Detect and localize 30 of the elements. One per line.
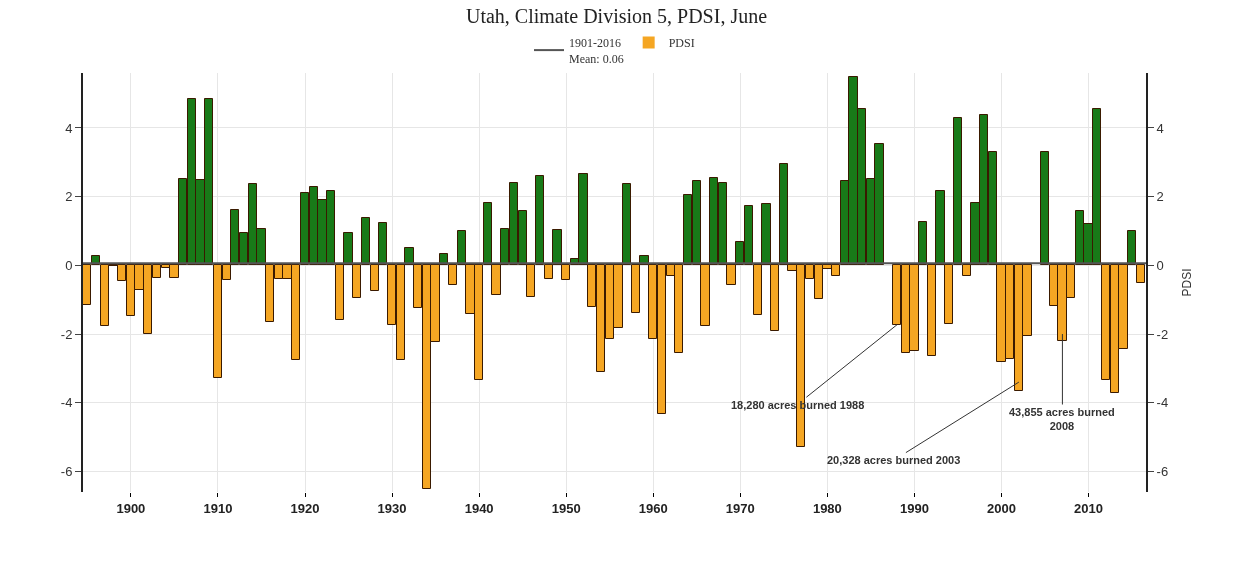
y2-tick-label: -6: [1156, 463, 1169, 479]
y2-tick-label: 4: [1156, 120, 1164, 136]
x-tick-label: 1930: [377, 500, 407, 516]
x-tick-label: 1980: [812, 500, 842, 516]
y2-axis-title: PDSI: [1179, 268, 1194, 297]
y-tick-label: 4: [65, 120, 73, 136]
y2-tick-label: -4: [1156, 395, 1169, 411]
x-tick-label: 1960: [638, 500, 668, 516]
y-tick-label: -2: [60, 326, 73, 342]
x-tick-label: 1950: [551, 500, 581, 516]
x-tick-label: 1940: [464, 500, 494, 516]
x-tick-label: 2000: [987, 500, 1016, 516]
y2-tick-label: -2: [1156, 326, 1169, 342]
y2-tick-label: 0: [1156, 257, 1164, 273]
x-tick-label: 1920: [290, 500, 320, 516]
legend-label: 1901-2016 Mean: 0.06: [569, 35, 624, 66]
chart-title: Utah, Climate Division 5, PDSI, June: [465, 4, 768, 27]
x-tick-label: 1990: [899, 500, 929, 516]
y-tick-label: 0: [65, 257, 73, 273]
x-tick-label: 1970: [725, 500, 755, 516]
legend-label: PDSI: [668, 36, 695, 51]
x-tick-label: 1910: [203, 500, 233, 516]
y-tick-label: -4: [60, 395, 73, 411]
y-tick-label: 2: [65, 189, 73, 205]
annotation: 43,855 acres burned 2008: [1009, 406, 1115, 433]
y2-tick-label: 2: [1156, 189, 1164, 205]
x-tick-label: 1900: [116, 500, 146, 516]
x-tick-label: 2010: [1074, 500, 1103, 516]
annotation: 20,328 acres burned 2003: [827, 454, 961, 466]
y-tick-label: -6: [60, 463, 73, 479]
